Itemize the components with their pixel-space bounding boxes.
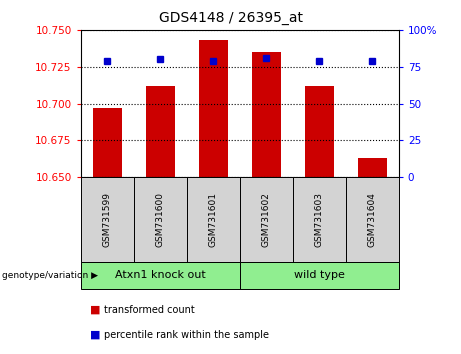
Bar [146, 86, 175, 177]
Text: GSM731603: GSM731603 [315, 192, 324, 247]
Text: transformed count: transformed count [104, 305, 195, 315]
Text: ■: ■ [90, 330, 100, 339]
Text: GSM731602: GSM731602 [262, 192, 271, 247]
Text: GSM731601: GSM731601 [209, 192, 218, 247]
Text: ■: ■ [90, 305, 100, 315]
Text: GSM731600: GSM731600 [156, 192, 165, 247]
Text: GSM731599: GSM731599 [103, 192, 112, 247]
Bar [305, 86, 334, 177]
Text: GDS4148 / 26395_at: GDS4148 / 26395_at [159, 11, 302, 25]
Text: wild type: wild type [294, 270, 345, 280]
Bar [199, 40, 228, 177]
Bar [358, 158, 387, 177]
Text: Atxn1 knock out: Atxn1 knock out [115, 270, 206, 280]
Text: percentile rank within the sample: percentile rank within the sample [104, 330, 269, 339]
Bar [252, 52, 281, 177]
Text: GSM731604: GSM731604 [368, 192, 377, 247]
Text: genotype/variation ▶: genotype/variation ▶ [2, 271, 98, 280]
Bar [93, 108, 122, 177]
